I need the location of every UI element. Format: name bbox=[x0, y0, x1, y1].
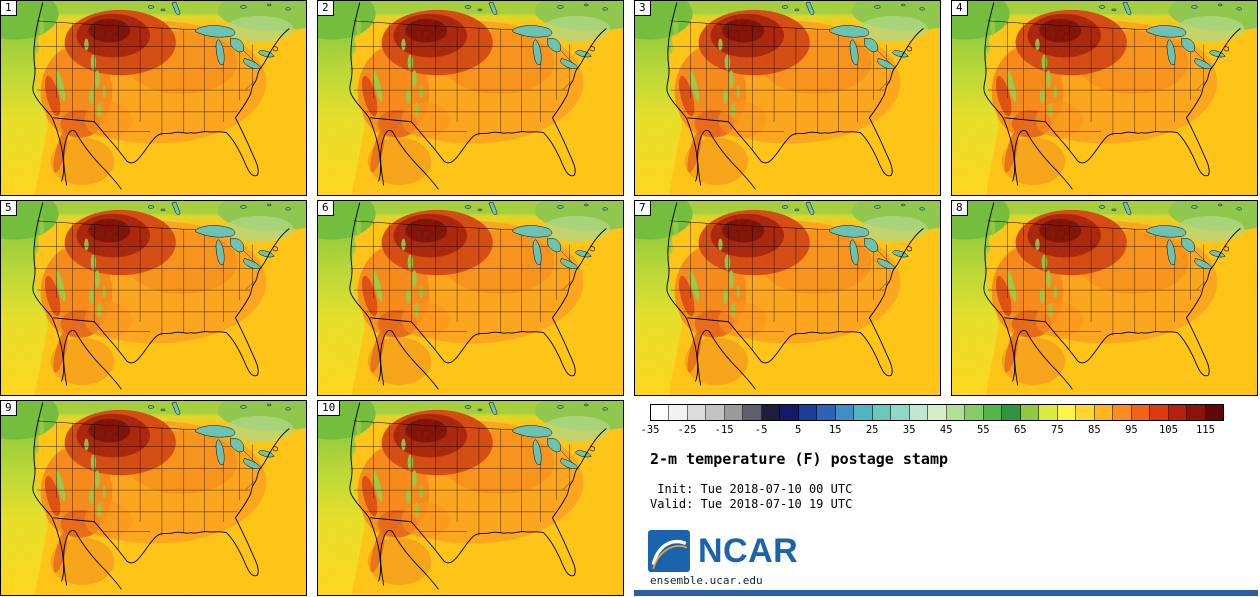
ensemble-member-panel-2: 2 bbox=[317, 0, 624, 196]
colorbar-tick-label: -25 bbox=[677, 424, 697, 436]
us-temperature-map bbox=[1, 401, 306, 595]
colorbar-segment bbox=[891, 405, 910, 420]
ensemble-member-panel-10: 10 bbox=[317, 400, 624, 596]
colorbar-segment bbox=[817, 405, 836, 420]
colorbar-tick-label: 75 bbox=[1051, 424, 1064, 436]
plot-title: 2-m temperature (F) postage stamp bbox=[650, 450, 949, 468]
ncar-logo-icon bbox=[648, 530, 690, 572]
colorbar-tick-label: 15 bbox=[828, 424, 842, 436]
colorbar-tick-label: 105 bbox=[1158, 424, 1178, 436]
colorbar-segment bbox=[724, 405, 744, 420]
colorbar-segment bbox=[687, 405, 707, 420]
us-temperature-map bbox=[635, 1, 940, 195]
colorbar-segment bbox=[835, 405, 855, 420]
member-number-label: 10 bbox=[318, 401, 341, 416]
colorbar-segment bbox=[743, 405, 762, 420]
colorbar-tick-label: 85 bbox=[1088, 424, 1101, 436]
colorbar-segment bbox=[928, 405, 947, 420]
us-temperature-map bbox=[318, 201, 623, 395]
ensemble-member-panel-1: 1 bbox=[0, 0, 307, 196]
colorbar-segment bbox=[1002, 405, 1021, 420]
member-number-label: 5 bbox=[1, 201, 17, 216]
us-temperature-map bbox=[635, 201, 940, 395]
member-number-label: 9 bbox=[1, 401, 17, 416]
us-temperature-map bbox=[318, 401, 623, 595]
colorbar-tick-label: 95 bbox=[1125, 424, 1138, 436]
colorbar-segment bbox=[1076, 405, 1095, 420]
colorbar-segment bbox=[1113, 405, 1132, 420]
colorbar-tick-label: 35 bbox=[902, 424, 916, 436]
colorbar-segment bbox=[761, 405, 781, 420]
colorbar-segment bbox=[1057, 405, 1077, 420]
colorbar-segment bbox=[854, 405, 873, 420]
ncar-logo: NCAR bbox=[648, 530, 798, 572]
ensemble-member-panel-4: 4 bbox=[951, 0, 1258, 196]
colorbar-tick-label: -5 bbox=[754, 424, 768, 436]
colorbar-segment bbox=[1020, 405, 1040, 420]
colorbar-ticks: -35 -25 -15 -5 5 15 25 35 45 55 65 75 85 95 105 115 bbox=[641, 424, 1224, 438]
member-number-label: 1 bbox=[1, 1, 17, 16]
ensemble-member-panel-6: 6 bbox=[317, 200, 624, 396]
ensemble-member-panel-7: 7 bbox=[634, 200, 941, 396]
valid-time-label: Valid: Tue 2018-07-10 19 UTC bbox=[650, 497, 853, 511]
colorbar-tick-label: 45 bbox=[939, 424, 953, 436]
ncar-logo-text: NCAR bbox=[698, 531, 799, 570]
colorbar-segment bbox=[780, 405, 799, 420]
init-time-label: Init: Tue 2018-07-10 00 UTC bbox=[650, 482, 853, 496]
ensemble-member-panel-8: 8 bbox=[951, 200, 1258, 396]
us-temperature-map bbox=[1, 201, 306, 395]
colorbar-segment bbox=[669, 405, 688, 420]
colorbar-segment bbox=[1168, 405, 1188, 420]
ensemble-member-panel-5: 5 bbox=[0, 200, 307, 396]
member-number-label: 4 bbox=[952, 1, 968, 16]
colorbar-segment bbox=[1205, 405, 1224, 420]
us-temperature-map bbox=[952, 201, 1257, 395]
colorbar-segment bbox=[983, 405, 1003, 420]
footer-bar bbox=[634, 590, 1258, 596]
colorbar-segment bbox=[1131, 405, 1151, 420]
colorbar-segment bbox=[909, 405, 929, 420]
colorbar-segment bbox=[872, 405, 892, 420]
colorbar-segment bbox=[706, 405, 725, 420]
site-url: ensemble.ucar.edu bbox=[650, 574, 763, 587]
colorbar-tick-label: 25 bbox=[865, 424, 879, 436]
member-number-label: 7 bbox=[635, 201, 651, 216]
colorbar-tick-label: 65 bbox=[1013, 424, 1027, 436]
colorbar-segment bbox=[1187, 405, 1206, 420]
us-temperature-map bbox=[1, 1, 306, 195]
member-number-label: 8 bbox=[952, 201, 968, 216]
ensemble-member-panel-3: 3 bbox=[634, 0, 941, 196]
colorbar-tick-label: 5 bbox=[794, 424, 802, 436]
member-number-label: 3 bbox=[635, 1, 651, 16]
colorbar-segment bbox=[1039, 405, 1058, 420]
colorbar-tick-label: -35 bbox=[640, 424, 660, 436]
legend-info-panel: -35 -25 -15 -5 5 15 25 35 45 55 65 75 85 95 105 115 2-m… bbox=[634, 400, 1258, 596]
colorbar-segment bbox=[798, 405, 818, 420]
colorbar-tick-label: 55 bbox=[976, 424, 990, 436]
member-number-label: 2 bbox=[318, 1, 334, 16]
member-number-label: 6 bbox=[318, 201, 334, 216]
colorbar-segment bbox=[946, 405, 966, 420]
colorbar-segment bbox=[1150, 405, 1169, 420]
colorbar-segment bbox=[1094, 405, 1114, 420]
ensemble-member-panel-9: 9 bbox=[0, 400, 307, 596]
us-temperature-map bbox=[318, 1, 623, 195]
colorbar-segment bbox=[965, 405, 984, 420]
colorbar: -35 -25 -15 -5 5 15 25 35 45 55 65 75 85 95 105 115 bbox=[641, 404, 1224, 438]
us-temperature-map bbox=[952, 1, 1257, 195]
colorbar-segments bbox=[650, 404, 1224, 421]
colorbar-segment bbox=[651, 405, 670, 420]
colorbar-tick-label: 115 bbox=[1195, 424, 1215, 436]
colorbar-tick-label: -15 bbox=[714, 424, 734, 436]
